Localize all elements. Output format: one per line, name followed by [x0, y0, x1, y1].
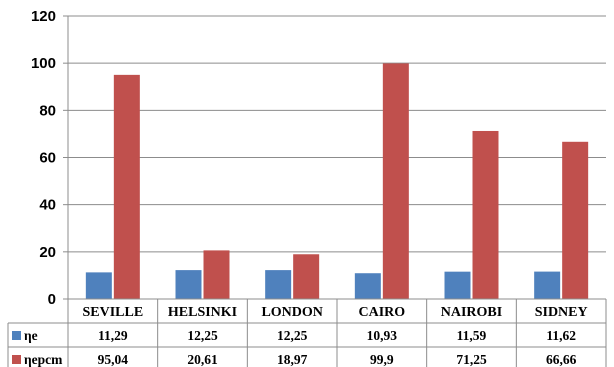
bar-eta-e — [265, 270, 292, 299]
bar-eta-epcm — [293, 254, 320, 299]
bar-eta-e — [85, 272, 112, 299]
table-cell-value: 20,61 — [187, 352, 218, 367]
bar-eta-epcm — [562, 141, 589, 299]
category-label: NAIROBI — [441, 305, 502, 320]
gridlines — [63, 15, 606, 300]
legend-swatch — [12, 355, 21, 364]
table-cell-value: 66,66 — [546, 352, 577, 367]
table-cell-value: 95,04 — [98, 352, 129, 367]
bar-eta-epcm — [382, 63, 409, 300]
table-cell-value: 71,25 — [456, 352, 487, 367]
y-tick-label: 40 — [39, 197, 56, 214]
table-cell-value: 11,29 — [98, 328, 128, 343]
legend-swatch — [12, 331, 21, 340]
legend-label: ηepcm — [24, 352, 63, 367]
category-label: SEVILLE — [82, 305, 143, 320]
bar-eta-epcm — [472, 130, 499, 299]
bar-eta-e — [354, 273, 381, 299]
table-cell-value: 11,59 — [457, 328, 487, 343]
category-label: LONDON — [261, 305, 322, 320]
bar-eta-e — [175, 270, 202, 299]
bars — [85, 63, 589, 300]
y-tick-label: 0 — [48, 291, 56, 308]
y-tick-labels: 0 20 40 60 80 100 120 — [31, 8, 56, 308]
table-cell-value: 12,25 — [187, 328, 218, 343]
y-tick-label: 100 — [31, 55, 56, 72]
y-tick-label: 60 — [39, 150, 56, 167]
table-cell-value: 99,9 — [370, 352, 394, 367]
table-cell-value: 12,25 — [277, 328, 308, 343]
table-cell-value: 10,93 — [367, 328, 398, 343]
category-label: SIDNEY — [535, 305, 588, 320]
table-cell-value: 11,62 — [546, 328, 576, 343]
y-tick-label: 80 — [39, 102, 56, 119]
bar-eta-e — [534, 271, 561, 299]
legend-label: ηe — [24, 328, 38, 343]
bar-eta-e — [444, 271, 471, 299]
category-label: CAIRO — [358, 305, 405, 320]
y-tick-label: 20 — [39, 244, 56, 261]
y-tick-label: 120 — [31, 8, 56, 25]
bar-eta-epcm — [113, 74, 140, 299]
category-label: HELSINKI — [168, 305, 237, 320]
table-cell-value: 18,97 — [277, 352, 308, 367]
data-table: SEVILLE HELSINKI LONDON CAIRO NAIROBI SIDNEY η… — [7, 299, 607, 367]
bar-eta-epcm — [203, 250, 230, 299]
